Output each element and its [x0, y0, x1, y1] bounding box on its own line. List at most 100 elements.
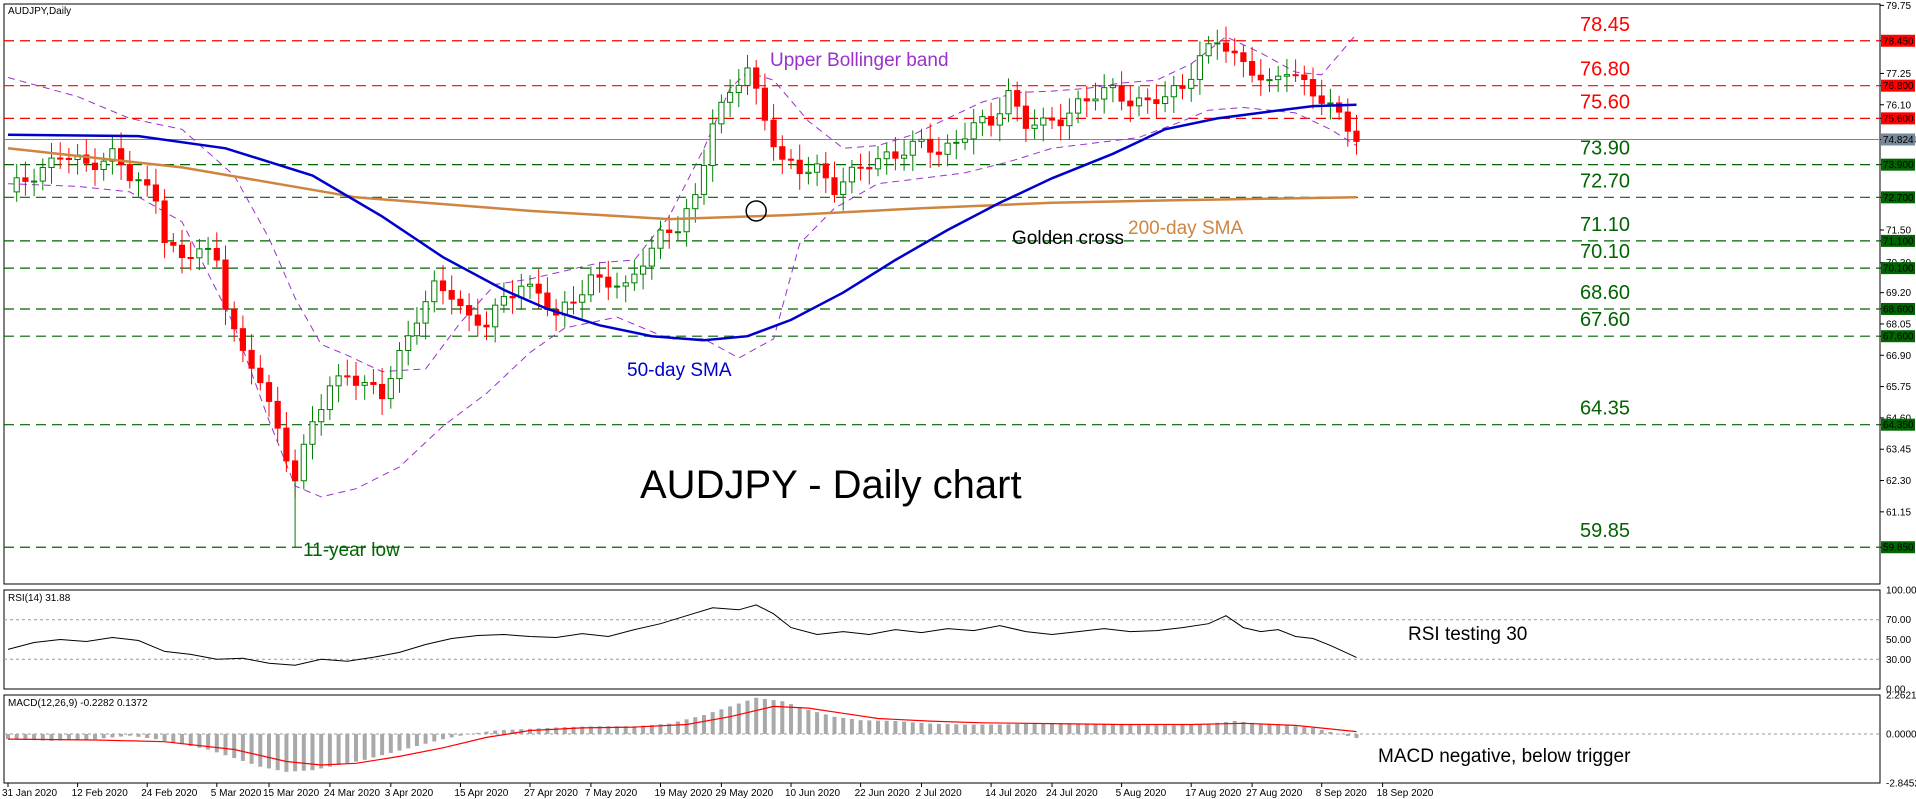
candle-bear	[231, 308, 238, 330]
level-label-71.10: 71.10	[1580, 214, 1630, 236]
level-axis-badge	[1881, 191, 1915, 204]
pane-frame-2	[3, 694, 1881, 784]
candle-bear	[1336, 102, 1343, 113]
macd-histogram-bar	[1276, 724, 1281, 734]
candle-bull	[961, 138, 969, 143]
macd-histogram-bar	[1067, 723, 1072, 734]
candle-bear	[1257, 74, 1264, 81]
macd-histogram-bar	[641, 725, 646, 734]
macd-histogram-bar	[301, 733, 306, 771]
candle-bull	[1109, 85, 1117, 89]
macd-signal-line	[7, 705, 1357, 766]
x-axis-tick-label: 5 Aug 2020	[1116, 788, 1167, 799]
level-label-68.60: 68.60	[1580, 282, 1630, 304]
candle-bear	[170, 242, 177, 246]
x-axis-tick-label: 15 Mar 2020	[263, 788, 320, 799]
macd-histogram-bar	[1137, 725, 1141, 734]
candle-bear	[509, 295, 516, 299]
candle-bull	[970, 122, 977, 140]
candle-bear	[927, 138, 934, 153]
macd-histogram-bar	[667, 723, 672, 734]
macd-histogram-bar	[1171, 725, 1176, 734]
level-axis-label: 70.100	[1883, 264, 1914, 275]
candle-bull	[31, 180, 38, 183]
candle-bull	[727, 92, 734, 103]
price-pane: 79.75 78.45 77.25 76.80 76.10 75.60 74.824 73.9…	[4, 1, 1916, 561]
macd-histogram-bar	[919, 722, 924, 734]
candle-bear	[118, 148, 125, 166]
macd-histogram-bar	[684, 719, 689, 734]
candle-bear	[474, 314, 481, 326]
macd-histogram-bar	[815, 712, 820, 734]
x-axis-tick-label: 3 Apr 2020	[385, 788, 434, 799]
macd-histogram-bar	[362, 733, 367, 760]
candle-bear	[126, 164, 133, 182]
candle-bear	[466, 305, 473, 316]
macd-histogram-bar	[832, 716, 837, 734]
level-label-67.60: 67.60	[1580, 309, 1630, 331]
chart-title: AUDJPY,Daily	[8, 6, 71, 17]
candle-bull	[1196, 55, 1204, 80]
candle-bull	[944, 142, 951, 155]
candle-bear	[1179, 85, 1186, 89]
macd-histogram-bar	[432, 733, 437, 742]
candle-bull	[361, 382, 368, 386]
macd-histogram-bar	[945, 724, 950, 734]
rsi-axis-tick-label: 50.00	[1886, 635, 1911, 646]
candle-bear	[178, 244, 186, 259]
macd-histogram-bar	[1250, 722, 1255, 734]
macd-histogram-bar	[1319, 729, 1324, 734]
macd-histogram-bar	[615, 726, 619, 734]
macd-histogram-bar	[232, 733, 237, 759]
macd-histogram-bar	[1145, 725, 1150, 734]
candle-bear	[239, 328, 247, 351]
candle-bull	[1188, 78, 1195, 89]
macd-histogram-bar	[75, 733, 80, 740]
candle-bear	[1353, 130, 1360, 142]
macd-histogram-bar	[1189, 724, 1194, 734]
macd-histogram-bar	[467, 733, 472, 735]
x-axis-tick-label: 15 Apr 2020	[454, 788, 508, 799]
macd-histogram-bar	[675, 721, 680, 734]
chart-watermark: AUDJPY - Daily chart	[640, 463, 1022, 507]
macd-histogram-bar	[754, 697, 759, 734]
macd-histogram-bar	[267, 733, 271, 769]
candle-bull	[1005, 90, 1012, 115]
macd-histogram-bar	[1128, 725, 1133, 734]
candle-bull	[1092, 98, 1099, 102]
candle-bull	[413, 322, 420, 337]
macd-histogram-bar	[1050, 723, 1054, 734]
candle-bull	[396, 350, 403, 380]
macd-title: MACD(12,26,9) -0.2282 0.1372	[8, 698, 148, 709]
macd-histogram-bar	[1110, 724, 1115, 734]
candle-bull	[109, 148, 116, 162]
x-axis-tick-label: 10 Jun 2020	[785, 788, 840, 799]
macd-histogram-bar	[145, 733, 150, 738]
candle-bear	[248, 349, 255, 369]
level-axis-label: 59.850	[1883, 543, 1914, 554]
candle-bull	[631, 273, 638, 284]
candle-bear	[1014, 90, 1021, 107]
x-axis-tick-label: 5 Mar 2020	[211, 788, 262, 799]
candle-bear	[1083, 98, 1090, 102]
candle-bull	[431, 280, 438, 303]
macd-histogram-bar	[771, 700, 776, 734]
candle-bear	[1153, 99, 1160, 105]
candle-bear	[1222, 42, 1230, 52]
candle-bear	[892, 151, 899, 159]
macd-histogram-bar	[1197, 724, 1202, 734]
rsi-axis-tick-label: 0.00	[1886, 685, 1906, 696]
level-label-76.80: 76.80	[1580, 59, 1630, 81]
macd-histogram-bar	[980, 724, 985, 734]
candle-bear	[796, 159, 803, 175]
macd-histogram-bar	[475, 732, 480, 734]
macd-axis-tick-label: 2.2621	[1886, 691, 1916, 702]
macd-histogram-bar	[197, 733, 202, 748]
macd-histogram-bar	[397, 733, 402, 751]
price-axis-tick-label: 76.10	[1886, 100, 1911, 111]
candle-bear	[379, 383, 386, 400]
candle-bull	[1266, 79, 1273, 82]
candle-bear	[65, 157, 73, 160]
annotation-rsi-testing-30: RSI testing 30	[1408, 624, 1527, 645]
macd-histogram-bar	[23, 733, 28, 740]
